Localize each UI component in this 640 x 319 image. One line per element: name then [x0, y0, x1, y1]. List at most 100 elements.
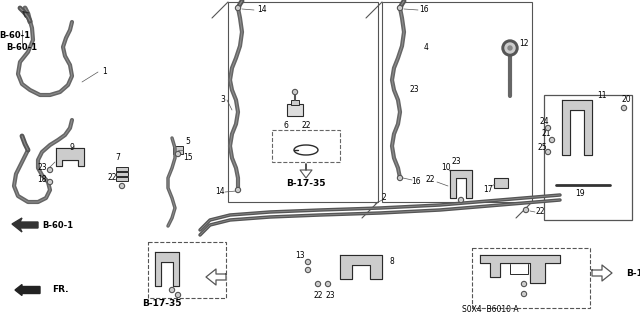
Text: 2: 2 [381, 192, 387, 202]
Circle shape [508, 46, 512, 50]
Circle shape [458, 197, 463, 203]
Circle shape [502, 40, 518, 56]
Text: 16: 16 [411, 177, 421, 187]
Polygon shape [206, 269, 226, 285]
Text: 17: 17 [483, 186, 493, 195]
Bar [472, 248, 590, 308]
Bar [494, 178, 508, 188]
Circle shape [397, 5, 403, 11]
Circle shape [49, 169, 51, 171]
Text: 11: 11 [597, 92, 607, 100]
Circle shape [399, 177, 401, 179]
Polygon shape [480, 255, 560, 283]
Bar [272, 130, 340, 162]
Text: 23: 23 [451, 158, 461, 167]
Circle shape [547, 151, 549, 153]
Circle shape [120, 183, 125, 189]
Circle shape [170, 287, 175, 293]
Bar [382, 2, 532, 202]
Text: 1: 1 [102, 68, 108, 77]
Bar [116, 172, 128, 176]
Circle shape [621, 106, 627, 110]
Circle shape [522, 292, 527, 296]
Polygon shape [155, 252, 179, 286]
Text: 15: 15 [183, 153, 193, 162]
Circle shape [550, 139, 554, 141]
Circle shape [550, 137, 554, 143]
Circle shape [47, 180, 52, 184]
Circle shape [317, 283, 319, 286]
Circle shape [522, 281, 527, 286]
Circle shape [523, 283, 525, 286]
Text: 25: 25 [537, 144, 547, 152]
Text: B-17-35: B-17-35 [626, 269, 640, 278]
Circle shape [177, 152, 179, 155]
FancyArrow shape [15, 285, 40, 295]
Text: B-60-1: B-60-1 [0, 31, 31, 40]
Circle shape [525, 209, 527, 211]
Circle shape [171, 289, 173, 291]
Bar [287, 104, 303, 116]
Circle shape [177, 293, 179, 296]
Text: 12: 12 [519, 40, 529, 48]
Bar [291, 100, 299, 105]
Circle shape [397, 175, 403, 181]
Text: 13: 13 [295, 250, 305, 259]
Circle shape [175, 293, 180, 298]
Circle shape [294, 91, 296, 93]
Bar [544, 95, 632, 220]
Circle shape [326, 281, 330, 286]
Circle shape [305, 259, 310, 264]
Text: 4: 4 [424, 43, 428, 53]
Circle shape [623, 107, 625, 109]
Text: 14: 14 [215, 188, 225, 197]
Text: 16: 16 [419, 5, 429, 14]
Circle shape [236, 5, 241, 11]
Text: B-60-1: B-60-1 [6, 43, 38, 53]
Text: 7: 7 [116, 153, 120, 162]
Polygon shape [562, 100, 592, 155]
Polygon shape [56, 148, 84, 166]
Circle shape [292, 90, 298, 94]
Polygon shape [340, 255, 382, 279]
Text: 14: 14 [257, 5, 267, 14]
Circle shape [545, 125, 550, 130]
Bar [116, 177, 128, 181]
Text: 5: 5 [186, 137, 191, 146]
Text: 8: 8 [390, 257, 395, 266]
Circle shape [307, 269, 309, 271]
Bar [148, 242, 226, 298]
Bar [228, 2, 378, 202]
Circle shape [49, 181, 51, 183]
Circle shape [524, 207, 529, 212]
Text: 23: 23 [37, 162, 47, 172]
Text: 22: 22 [425, 175, 435, 184]
Polygon shape [300, 164, 312, 178]
Circle shape [547, 127, 549, 130]
Circle shape [237, 189, 239, 191]
Circle shape [399, 7, 401, 9]
Text: B-17-35: B-17-35 [142, 299, 182, 308]
Text: 24: 24 [539, 117, 549, 127]
Bar [510, 260, 528, 274]
Circle shape [460, 199, 462, 201]
Text: 23: 23 [409, 85, 419, 94]
Circle shape [236, 188, 241, 192]
Text: FR.: FR. [52, 286, 68, 294]
Text: B-17-35: B-17-35 [286, 179, 326, 188]
Text: 22: 22 [108, 174, 116, 182]
Text: 3: 3 [220, 95, 225, 105]
Circle shape [307, 261, 309, 263]
Circle shape [175, 152, 180, 157]
Text: S0X4  B6010 A: S0X4 B6010 A [461, 306, 518, 315]
Polygon shape [592, 265, 612, 281]
Circle shape [523, 293, 525, 295]
Bar [173, 146, 183, 154]
Circle shape [505, 43, 515, 53]
Text: 10: 10 [441, 164, 451, 173]
Text: 9: 9 [70, 143, 74, 152]
Circle shape [120, 185, 124, 187]
Polygon shape [450, 170, 472, 198]
Polygon shape [12, 218, 38, 232]
Circle shape [237, 7, 239, 9]
